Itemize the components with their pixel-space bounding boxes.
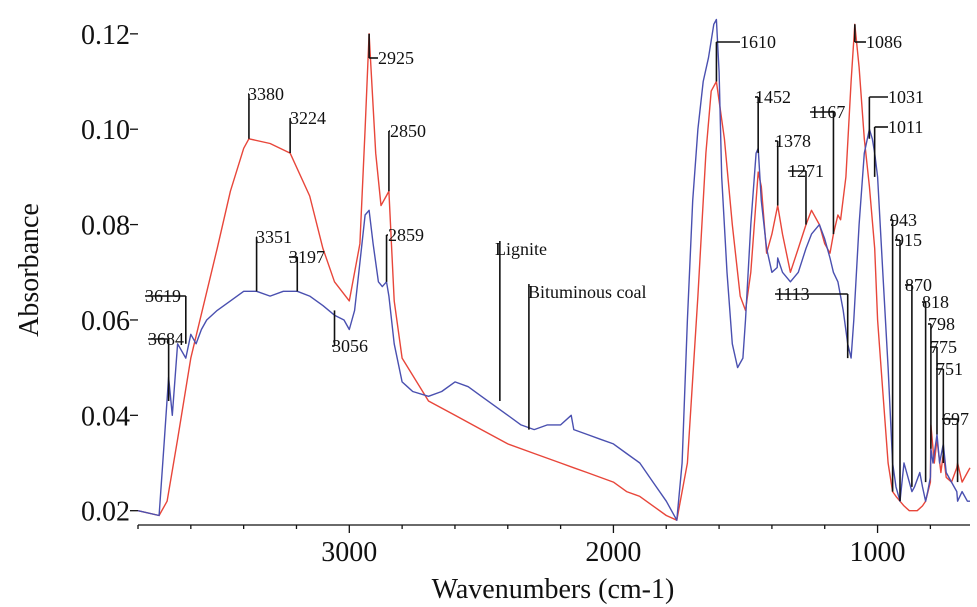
x-tick-label: 2000 xyxy=(585,537,641,568)
y-tick-label: 0.12 xyxy=(81,20,130,51)
peak-label: 818 xyxy=(922,292,949,312)
peak-label: 3619 xyxy=(145,286,181,306)
y-axis-label: Absorbance xyxy=(14,203,45,337)
peak-label: 798 xyxy=(928,314,955,334)
y-tick-label: 0.06 xyxy=(81,306,130,337)
peak-label: 2859 xyxy=(388,225,424,245)
peak-label: 1086 xyxy=(866,32,902,52)
y-tick-label: 0.02 xyxy=(81,497,130,528)
peak-label: 1031 xyxy=(888,87,924,107)
peak-label: 2925 xyxy=(378,48,414,68)
axes: 3000 2000 1000 0.02 0.04 0.06 0.08 0.10 0.12 xyxy=(81,20,970,568)
x-axis-ticks: 3000 2000 1000 xyxy=(137,525,932,568)
peak-label: 3056 xyxy=(332,336,368,356)
peak-label: 1378 xyxy=(775,131,811,151)
x-axis-label: Wavenumbers (cm-1) xyxy=(432,574,675,605)
peak-label: 3684 xyxy=(148,329,184,349)
series-lignite-line xyxy=(137,23,971,521)
peak-label: 1271 xyxy=(788,161,824,181)
series-callouts: Lignite Bituminous coal xyxy=(495,239,647,430)
series-callout-label: Lignite xyxy=(495,239,547,259)
peak-label: 943 xyxy=(890,210,917,230)
peak-label: 1167 xyxy=(810,102,845,122)
peak-label: 751 xyxy=(936,359,963,379)
x-tick-label: 1000 xyxy=(850,537,906,568)
peak-label: 3224 xyxy=(290,108,326,128)
peak-label: 1011 xyxy=(888,117,923,137)
x-tick-label: 3000 xyxy=(321,537,377,568)
y-axis-ticks: 0.02 0.04 0.06 0.08 0.10 0.12 xyxy=(81,20,138,528)
peak-label: 3380 xyxy=(248,84,284,104)
y-tick-label: 0.10 xyxy=(81,115,130,146)
y-tick-label: 0.08 xyxy=(81,211,130,242)
peak-label: 915 xyxy=(895,230,922,250)
peak-label: 3197 xyxy=(289,247,325,267)
series-callout-label: Bituminous coal xyxy=(528,282,647,302)
peak-label: 2850 xyxy=(390,121,426,141)
y-tick-label: 0.04 xyxy=(81,401,130,432)
peak-label: 3351 xyxy=(256,227,292,247)
peak-label: 870 xyxy=(905,275,932,295)
peak-label: 1113 xyxy=(775,284,810,304)
peak-label: 1610 xyxy=(740,32,776,52)
peak-label: 775 xyxy=(930,337,957,357)
peak-label: 1452 xyxy=(755,87,791,107)
peak-label: 697 xyxy=(942,409,969,429)
